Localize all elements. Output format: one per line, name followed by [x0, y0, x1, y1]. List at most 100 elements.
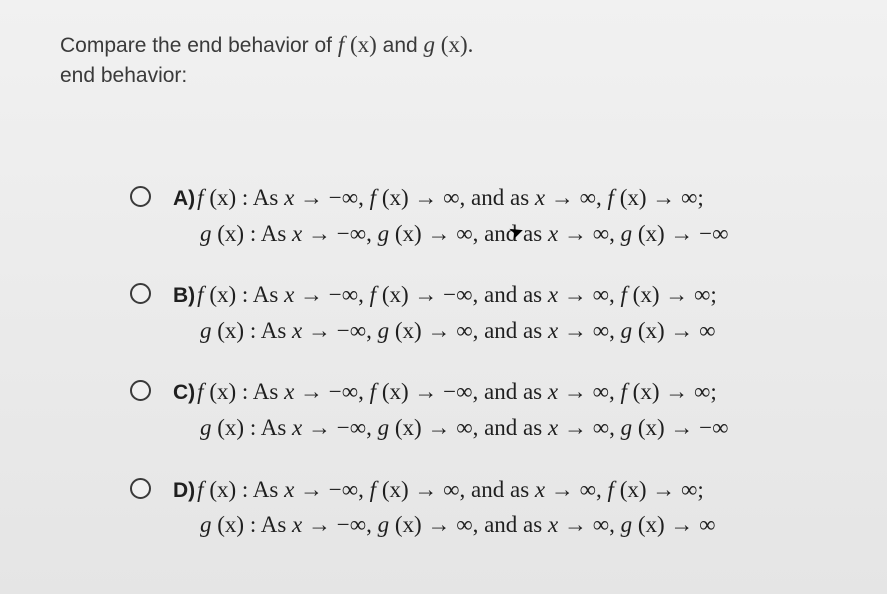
t: →	[422, 415, 457, 440]
t: x	[548, 282, 558, 307]
t: ∞	[593, 415, 609, 440]
t: g	[621, 221, 633, 246]
t: :	[244, 221, 261, 246]
t: As	[261, 512, 292, 537]
t: ,	[609, 318, 621, 343]
t: ,	[366, 318, 378, 343]
t: x	[284, 282, 294, 307]
t: , and as	[460, 185, 535, 210]
t: →	[302, 512, 337, 537]
t: (x)	[389, 512, 422, 537]
t: −∞	[699, 415, 728, 440]
t: :	[244, 415, 261, 440]
option-b[interactable]: B)f (x) : As x → −∞, f (x) → −∞, and as …	[130, 277, 843, 348]
t: (x)	[376, 282, 409, 307]
prompt-text-1: Compare the end behavior of	[60, 34, 338, 57]
t: ,	[609, 379, 621, 404]
option-b-line-f: B)f (x) : As x → −∞, f (x) → −∞, and as …	[173, 277, 843, 313]
t: →	[294, 282, 329, 307]
t: ,	[358, 282, 370, 307]
radio-c[interactable]	[130, 380, 151, 401]
option-c-body: C)f (x) : As x → −∞, f (x) → −∞, and as …	[173, 374, 843, 445]
t: (x)	[212, 512, 245, 537]
t: (x)	[204, 379, 237, 404]
t: x	[535, 477, 545, 502]
t: ∞	[699, 512, 715, 537]
t: ,	[366, 415, 378, 440]
t: ;	[710, 379, 716, 404]
t: ,	[358, 477, 370, 502]
t: ∞	[593, 512, 609, 537]
t: →	[665, 415, 700, 440]
t: , and as	[473, 415, 548, 440]
t: (x)	[389, 318, 422, 343]
t: ∞	[694, 379, 710, 404]
option-d[interactable]: D)f (x) : As x → −∞, f (x) → ∞, and as x…	[130, 472, 843, 543]
t: −∞	[329, 379, 358, 404]
t: g	[378, 415, 390, 440]
question-prompt: Compare the end behavior of f (x) and g …	[60, 28, 843, 92]
t: (x)	[632, 221, 665, 246]
t: (x)	[389, 415, 422, 440]
option-c-label: C)	[173, 381, 195, 404]
t: →	[294, 379, 329, 404]
t: x	[292, 318, 302, 343]
t: ,	[366, 221, 378, 246]
t: −∞	[329, 477, 358, 502]
t: x	[284, 185, 294, 210]
t: , and as	[460, 477, 535, 502]
t: x	[535, 185, 545, 210]
t: −∞	[337, 318, 366, 343]
t: ,	[596, 185, 608, 210]
t: →	[409, 282, 444, 307]
t: ∞	[443, 477, 459, 502]
t: →	[545, 477, 580, 502]
t: (x)	[632, 512, 665, 537]
radio-d[interactable]	[130, 478, 151, 499]
t: −∞	[699, 221, 728, 246]
t: x	[292, 512, 302, 537]
t: ∞	[681, 185, 697, 210]
prompt-line-2: end behavior:	[60, 61, 843, 91]
t: →	[647, 477, 682, 502]
prompt-line-1: Compare the end behavior of f (x) and g …	[60, 28, 843, 61]
option-d-line-g: g (x) : As x → −∞, g (x) → ∞, and as x →…	[173, 507, 843, 543]
t: →	[422, 512, 457, 537]
t: x	[548, 512, 558, 537]
t: :	[244, 512, 261, 537]
t: ;	[710, 282, 716, 307]
t: g	[200, 221, 212, 246]
option-a[interactable]: A)f (x) : As x → −∞, f (x) → ∞, and as x…	[130, 180, 843, 251]
t: As	[261, 415, 292, 440]
t: , and as	[473, 282, 548, 307]
radio-b[interactable]	[130, 283, 151, 304]
option-d-label: D)	[173, 479, 195, 502]
t: →	[294, 477, 329, 502]
t: (x)	[389, 221, 422, 246]
t: ∞	[593, 282, 609, 307]
prompt-and: and	[377, 34, 424, 57]
t: (x)	[204, 477, 237, 502]
t: →	[422, 221, 457, 246]
t: x	[548, 415, 558, 440]
t: →	[545, 185, 580, 210]
radio-a[interactable]	[130, 186, 151, 207]
t: ,	[366, 512, 378, 537]
t: →	[659, 379, 694, 404]
t: ∞	[593, 379, 609, 404]
t: x	[548, 221, 558, 246]
option-b-body: B)f (x) : As x → −∞, f (x) → −∞, and as …	[173, 277, 843, 348]
option-c[interactable]: C)f (x) : As x → −∞, f (x) → −∞, and as …	[130, 374, 843, 445]
t: :	[236, 185, 253, 210]
t: g	[621, 318, 633, 343]
t: As	[261, 318, 292, 343]
option-b-label: B)	[173, 284, 195, 307]
t: :	[236, 477, 253, 502]
option-d-line-f: D)f (x) : As x → −∞, f (x) → ∞, and as x…	[173, 472, 843, 508]
t: →	[409, 185, 444, 210]
t: :	[244, 318, 261, 343]
t: →	[647, 185, 682, 210]
prompt-f-arg: (x)	[344, 32, 377, 57]
t: :	[236, 379, 253, 404]
t: :	[236, 282, 253, 307]
